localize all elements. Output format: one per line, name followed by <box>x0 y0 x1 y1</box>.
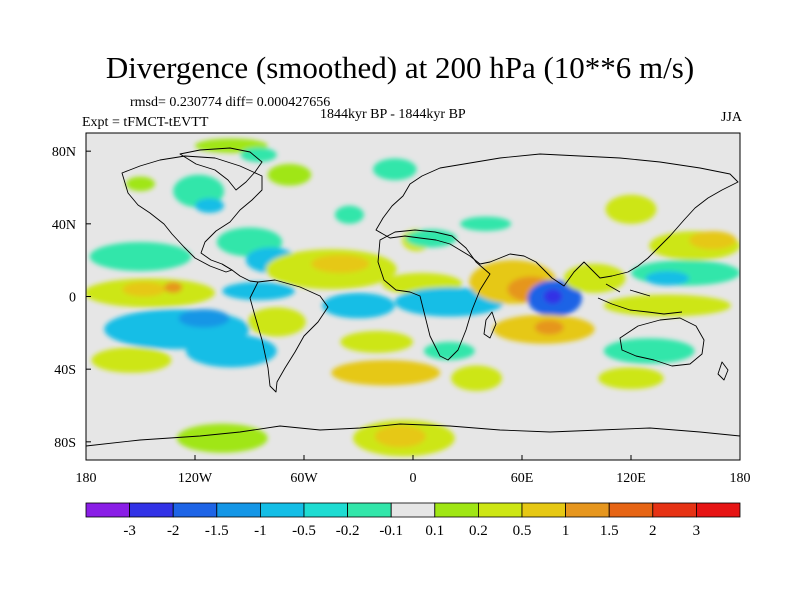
y-tick-label: 40S <box>54 363 76 378</box>
colorbar-label: 0.1 <box>425 523 444 539</box>
y-tick-label: 80N <box>52 145 76 160</box>
colorbar-label: -1 <box>254 523 267 539</box>
coastline-north-america <box>121 155 263 273</box>
contour-region-31 <box>563 263 626 293</box>
contour-region-26 <box>394 287 504 317</box>
contour-region-24 <box>164 281 183 293</box>
experiment-label: Expt = tFMCT-tEVTT <box>82 115 209 130</box>
contour-fills <box>86 138 740 457</box>
coastline-eurasia <box>375 153 739 287</box>
colorbar-swatch <box>565 502 610 518</box>
stats-label: rmsd= 0.230774 diff= 0.000427656 <box>130 95 331 110</box>
coastline-indonesia <box>597 283 683 315</box>
coastline-madagascar <box>483 311 497 339</box>
contour-region-10 <box>460 216 512 232</box>
colorbar-swatch <box>259 502 305 518</box>
coastline-new-zealand <box>717 361 729 381</box>
y-tick-label: 40N <box>52 218 76 233</box>
colorbar-swatch <box>696 502 741 518</box>
x-tick-label: 0 <box>410 471 417 486</box>
contour-region-34 <box>178 309 230 328</box>
x-tick-label: 60W <box>290 471 318 486</box>
y-axis: 80N 40N 0 40S 80S <box>52 145 91 451</box>
contour-region-49 <box>374 425 426 448</box>
contour-region-6 <box>373 158 417 181</box>
colorbar-label: 2 <box>649 523 657 539</box>
colorbar-label: -3 <box>123 523 136 539</box>
colorbar-swatch <box>172 502 218 518</box>
colorbar-swatch <box>477 502 523 518</box>
contour-region-16 <box>689 231 737 250</box>
coastline-australia <box>619 317 705 367</box>
contour-region-44 <box>451 365 503 391</box>
colorbar-label: 0.2 <box>469 523 488 539</box>
colorbar-swatch <box>129 502 174 518</box>
colorbar-swatch <box>216 502 261 518</box>
colorbar-label: -1.5 <box>205 523 229 539</box>
period-label: 1844kyr BP - 1844kyr BP <box>320 107 466 122</box>
colorbar: -3 -2 -1.5 -1 -0.5 -0.2 -0.1 0.1 0.2 0.5 1 1.5 2 3 <box>85 502 741 539</box>
x-axis: 180 120W 60W 0 60E 120E 180 <box>76 455 751 486</box>
colorbar-swatch <box>434 502 479 518</box>
colorbar-label: -0.2 <box>336 523 360 539</box>
contour-region-38 <box>534 320 564 335</box>
contour-region-5 <box>267 163 312 186</box>
colorbar-swatch <box>347 502 392 518</box>
x-tick-label: 120E <box>616 471 646 486</box>
colorbar-label: 0.5 <box>513 523 532 539</box>
colorbar-label: 1 <box>562 523 570 539</box>
contour-region-41 <box>340 331 413 353</box>
coastlines <box>86 147 740 447</box>
contour-region-40 <box>185 334 277 368</box>
x-tick-label: 60E <box>511 471 534 486</box>
coastline-africa <box>377 229 491 361</box>
contour-region-7 <box>125 176 156 192</box>
season-label: JJA <box>720 110 742 125</box>
coastline-antarctica <box>86 423 740 447</box>
contour-region-45 <box>603 338 695 364</box>
coastline-central-america <box>221 263 259 283</box>
colorbar-label: -2 <box>167 523 180 539</box>
colorbar-label: -0.1 <box>379 523 403 539</box>
contour-region-42 <box>331 360 441 386</box>
colorbar-swatch <box>521 502 566 518</box>
chart-title: Divergence (smoothed) at 200 hPa (10**6 … <box>105 50 695 85</box>
contour-region-30 <box>543 289 562 304</box>
contour-region-35 <box>247 307 306 337</box>
x-tick-label: 180 <box>76 471 97 486</box>
x-tick-label: 180 <box>730 471 751 486</box>
contour-region-39 <box>91 347 172 373</box>
contour-region-23 <box>122 281 166 297</box>
coastline-south-america <box>249 279 329 393</box>
contour-region-43 <box>423 341 475 361</box>
contour-region-20 <box>311 254 370 273</box>
contour-region-25 <box>222 281 295 301</box>
contour-region-46 <box>598 367 664 390</box>
contour-region-12 <box>89 242 192 272</box>
colorbar-swatch <box>303 502 348 518</box>
contour-region-18 <box>645 271 690 286</box>
contour-region-36 <box>322 292 395 319</box>
contour-region-47 <box>176 423 268 453</box>
colorbar-swatch <box>85 502 130 518</box>
colorbar-label: -0.5 <box>292 523 316 539</box>
x-tick-label: 120W <box>178 471 213 486</box>
contour-region-11 <box>605 194 657 224</box>
contour-region-8 <box>195 198 225 213</box>
colorbar-swatch <box>652 502 697 518</box>
y-tick-label: 80S <box>54 436 76 451</box>
colorbar-label: 1.5 <box>600 523 619 539</box>
y-tick-label: 0 <box>69 291 76 306</box>
contour-region-9 <box>334 205 364 224</box>
colorbar-swatch <box>608 502 654 518</box>
colorbar-swatch <box>390 502 436 518</box>
coastline-greenland <box>179 147 263 191</box>
contour-region-3 <box>240 147 277 163</box>
colorbar-label: 3 <box>693 523 701 539</box>
